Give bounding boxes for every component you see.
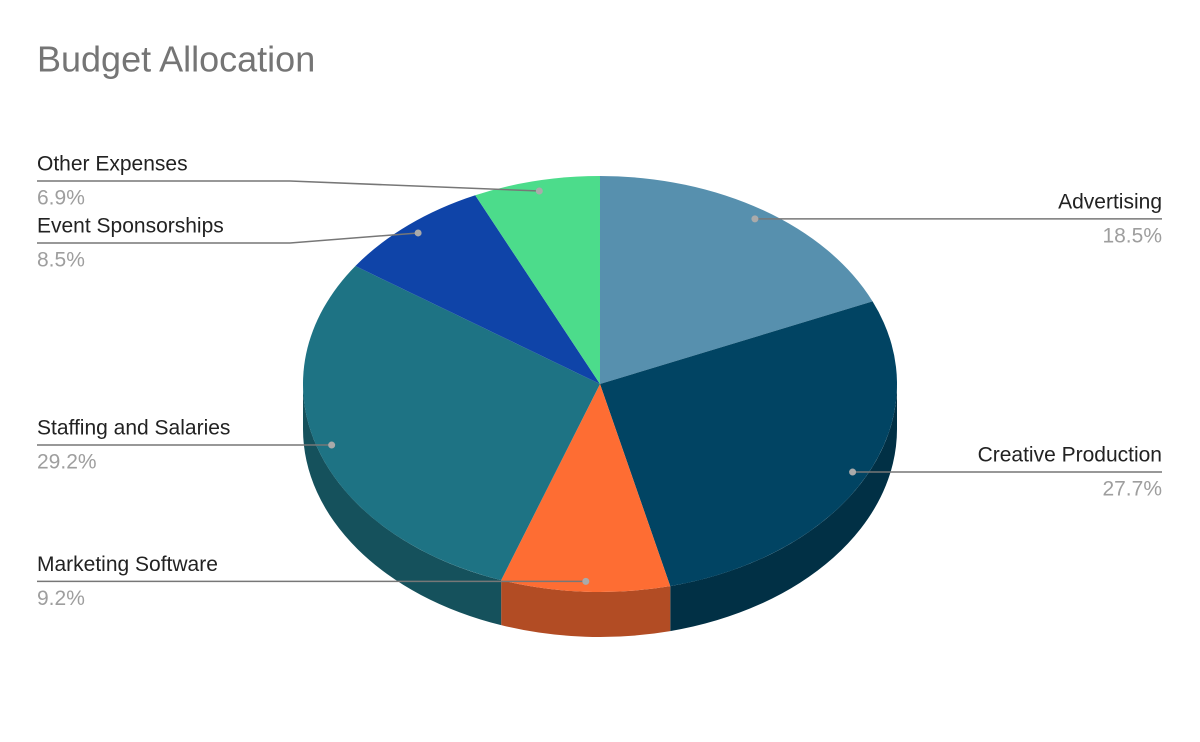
leader-line (37, 180, 540, 192)
slice-label: Staffing and Salaries (37, 417, 230, 440)
slice-side (670, 384, 897, 632)
slice-label: Marketing Software (37, 553, 218, 576)
leader-dot (582, 577, 590, 585)
slice-label: Advertising (1058, 190, 1162, 213)
slice-side (501, 580, 671, 637)
value-label: 27.7% (1102, 478, 1162, 501)
value-label: 9.2% (37, 587, 85, 610)
value-label: 6.9% (37, 187, 85, 210)
value-label: 18.5% (1102, 224, 1162, 247)
slice-label: Creative Production (978, 444, 1162, 467)
leader-dot (535, 187, 543, 195)
slice (501, 384, 671, 592)
slice (355, 195, 600, 384)
value-label: 8.5% (37, 249, 85, 272)
slice (600, 301, 897, 587)
slice (600, 176, 873, 384)
leader-dot (328, 441, 336, 449)
leader-line (37, 232, 419, 244)
leader-dot (751, 215, 759, 223)
slice-side (303, 384, 502, 626)
chart-title: Budget Allocation (37, 39, 315, 80)
slice (302, 266, 600, 581)
slice (475, 176, 600, 384)
slice-label: Event Sponsorships (37, 215, 224, 238)
slice-label: Other Expenses (37, 153, 188, 176)
value-label: 29.2% (37, 451, 97, 474)
leader-dot (414, 229, 422, 237)
leader-dot (849, 468, 857, 476)
